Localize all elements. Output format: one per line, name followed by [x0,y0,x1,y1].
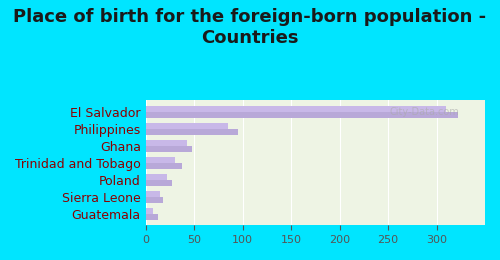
Bar [146,146,192,152]
Bar [146,214,158,220]
Bar [146,163,182,168]
Bar [146,140,188,146]
Bar [146,191,160,197]
Bar [146,112,458,118]
Bar [146,174,167,180]
Bar [146,157,174,163]
Text: City-Data.com: City-Data.com [390,107,460,117]
Bar [146,180,172,186]
Bar [146,106,446,112]
Bar [146,129,238,135]
Bar [146,123,228,129]
Text: Place of birth for the foreign-born population -
Countries: Place of birth for the foreign-born popu… [14,8,486,47]
Bar [146,208,154,214]
Bar [146,197,163,203]
